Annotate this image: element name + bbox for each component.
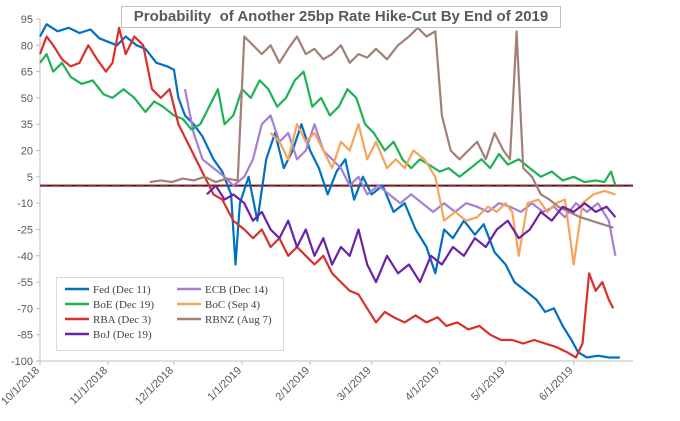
y-tick-label: -100 [11, 356, 33, 368]
chart-title: Probability of Another 25bp Rate Hike-Cu… [133, 8, 549, 25]
legend-label-ecb: ECB (Dec 14) [205, 284, 268, 296]
series-line-rbnz [149, 26, 614, 229]
series-line-boj [206, 184, 617, 284]
y-tick-label: 35 [21, 119, 33, 131]
y-tick-label: -55 [17, 277, 33, 289]
legend: Fed (Dec 11) ECB (Dec 14) BoE (Dec 19) BoC … [56, 277, 284, 351]
legend-label-boc: BoC (Sep 4) [205, 299, 260, 311]
y-tick-label: 20 [21, 146, 33, 158]
y-tick-label: -70 [17, 303, 33, 315]
legend-label-boj: BoJ (Dec 19) [93, 329, 152, 341]
y-tick-label: 80 [21, 40, 33, 52]
legend-svg: Fed (Dec 11) ECB (Dec 14) BoE (Dec 19) BoC … [65, 284, 272, 341]
y-tick-label: -25 [17, 224, 33, 236]
chart-title-box: Probability of Another 25bp Rate Hike-Cu… [121, 6, 561, 28]
legend-label-rbnz: RBNZ (Aug 7) [205, 314, 272, 326]
y-tick-label: -85 [17, 330, 33, 342]
y-tick-label: 5 [27, 172, 33, 184]
series-line-rba [38, 26, 615, 359]
series-line-boe [39, 52, 617, 186]
y-tick-label: 65 [21, 67, 33, 79]
y-tick-label: 95 [21, 14, 33, 26]
y-tick-label: -10 [17, 198, 33, 210]
legend-label-fed: Fed (Dec 11) [93, 284, 151, 296]
y-tick-label: 50 [21, 93, 33, 105]
series-line-fed [39, 23, 620, 359]
series-line-ecb [183, 88, 617, 257]
legend-label-boe: BoE (Dec 19) [93, 299, 154, 311]
legend-label-rba: RBA (Dec 3) [93, 314, 151, 326]
y-tick-label: -40 [17, 251, 33, 263]
series-layer [38, 23, 620, 359]
